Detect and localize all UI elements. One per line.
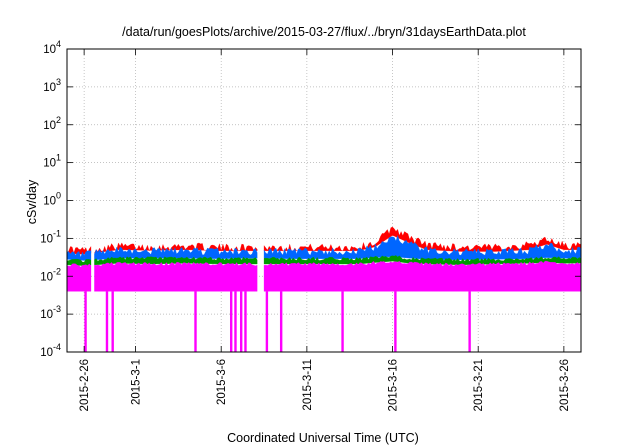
grid-lines bbox=[67, 48, 581, 353]
series-fill bbox=[94, 256, 258, 266]
y-tick-label: 102 bbox=[43, 115, 61, 132]
dropout-spike bbox=[265, 291, 269, 352]
dropout-spike bbox=[84, 291, 87, 352]
plot-area bbox=[66, 226, 582, 352]
dropout-spike bbox=[468, 291, 471, 352]
y-tick-label: 10-2 bbox=[40, 266, 61, 283]
x-tick-label: 2015-3-26 bbox=[559, 359, 571, 411]
dropout-spike bbox=[341, 291, 344, 352]
series-fill bbox=[66, 259, 92, 266]
plot-frame bbox=[66, 48, 582, 353]
dropout-spike bbox=[234, 291, 237, 352]
y-tick-label: 101 bbox=[43, 153, 61, 170]
series-area bbox=[66, 260, 582, 292]
x-tick-label: 2015-3-21 bbox=[473, 359, 485, 411]
y-tick-label: 10-4 bbox=[40, 342, 61, 359]
x-tick-label: 2015-3-6 bbox=[216, 359, 228, 405]
series-fill bbox=[66, 263, 92, 292]
y-tick-label: 104 bbox=[43, 39, 61, 56]
x-tick-label: 2015-3-11 bbox=[302, 359, 314, 411]
dropout-spike bbox=[239, 291, 243, 352]
y-tick-label: 103 bbox=[43, 77, 61, 94]
x-tick-label: 2015-3-1 bbox=[131, 359, 143, 405]
dropout-spike bbox=[194, 291, 197, 352]
y-axis-label: cSv/day bbox=[25, 179, 39, 224]
axes: 10-4 10-3 10-2 10-1 100 101 102 103 104 2015-2-26… bbox=[40, 39, 582, 411]
x-axis-label: Coordinated Universal Time (UTC) bbox=[227, 431, 419, 445]
dropout-spike bbox=[105, 291, 109, 352]
dropout-spike bbox=[111, 291, 114, 352]
y-tick-label: 10-3 bbox=[40, 304, 61, 321]
dropout-spike bbox=[394, 291, 397, 352]
chart-title: /data/run/goesPlots/archive/2015-03-27/f… bbox=[122, 25, 526, 39]
dropout-spike bbox=[229, 291, 233, 352]
x-tick-label: 2015-2-26 bbox=[79, 359, 91, 411]
x-tick-label: 2015-3-16 bbox=[388, 359, 400, 411]
series-area bbox=[66, 255, 582, 266]
series-fill bbox=[94, 261, 258, 292]
series-area bbox=[66, 234, 582, 261]
y-tick-label: 100 bbox=[43, 191, 61, 208]
dropout-spike bbox=[244, 291, 247, 352]
dropout-spike bbox=[279, 291, 283, 352]
y-tick-label: 10-1 bbox=[40, 228, 61, 245]
series-fill bbox=[263, 260, 582, 292]
